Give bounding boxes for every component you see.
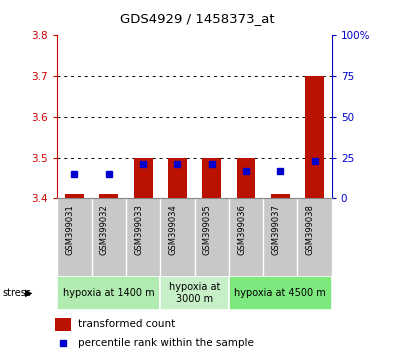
Text: hypoxia at
3000 m: hypoxia at 3000 m (169, 282, 220, 304)
Bar (160, 276, 229, 310)
Text: percentile rank within the sample: percentile rank within the sample (78, 338, 254, 348)
Text: transformed count: transformed count (78, 319, 176, 329)
Text: hypoxia at 4500 m: hypoxia at 4500 m (235, 288, 326, 298)
Bar (305, 76, 324, 198)
Bar (202, 158, 221, 198)
Text: ▶: ▶ (25, 288, 32, 298)
Bar (168, 158, 187, 198)
Bar (271, 194, 290, 198)
Bar (99, 194, 118, 198)
Text: GSM399037: GSM399037 (271, 205, 280, 255)
Bar (134, 158, 152, 198)
Text: stress: stress (2, 288, 31, 298)
Bar (57, 276, 160, 310)
Text: GSM399032: GSM399032 (100, 205, 109, 255)
Text: GSM399033: GSM399033 (134, 205, 143, 255)
Text: GSM399036: GSM399036 (237, 205, 246, 255)
Bar (229, 276, 332, 310)
Text: hypoxia at 1400 m: hypoxia at 1400 m (63, 288, 154, 298)
Bar (65, 194, 84, 198)
Text: GSM399031: GSM399031 (66, 205, 74, 255)
Text: GSM399034: GSM399034 (168, 205, 177, 255)
Bar (55, 318, 71, 331)
Text: GSM399035: GSM399035 (203, 205, 212, 255)
Text: GDS4929 / 1458373_at: GDS4929 / 1458373_at (120, 12, 275, 25)
Bar (237, 158, 256, 198)
Text: GSM399038: GSM399038 (306, 205, 315, 255)
